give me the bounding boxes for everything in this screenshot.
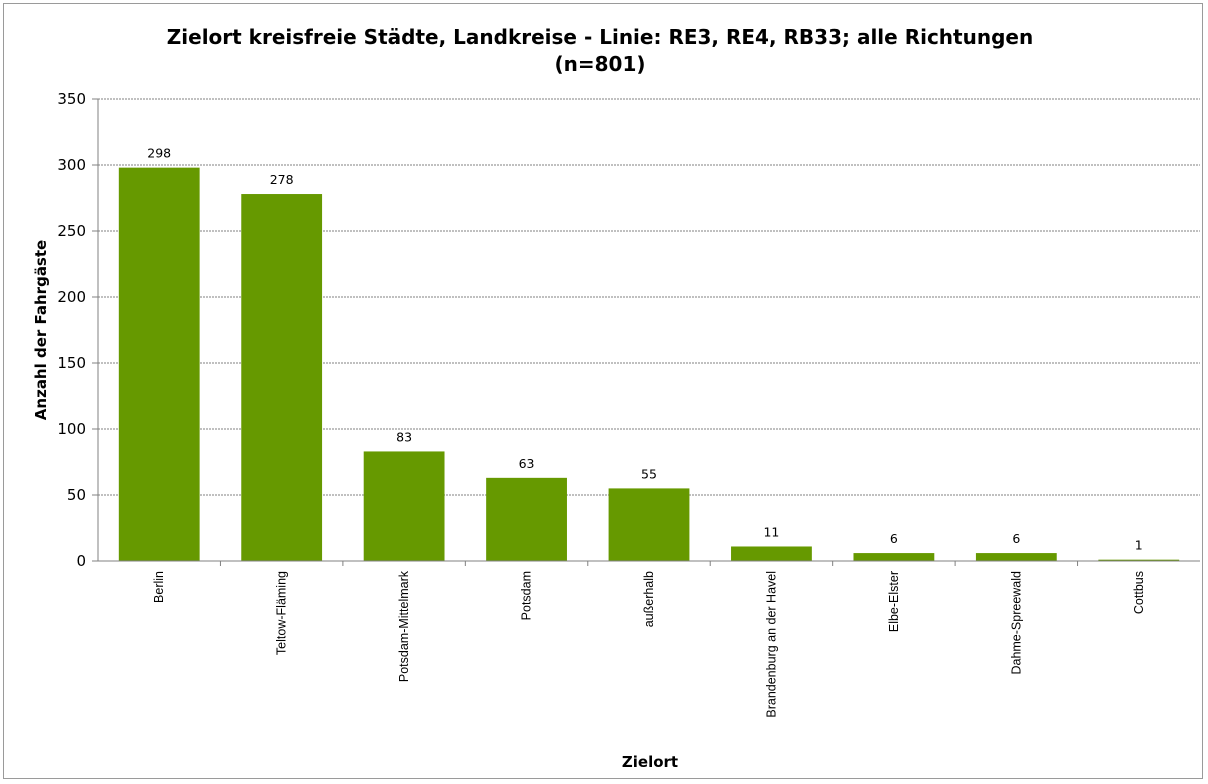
bar	[486, 477, 567, 561]
data-label: 6	[1012, 531, 1020, 546]
bar	[241, 194, 323, 562]
y-axis-ticks: 0 50 100 150 200 250 300 350	[57, 90, 98, 570]
data-label: 298	[147, 146, 171, 161]
bar	[731, 546, 812, 561]
bar	[853, 553, 935, 561]
y-axis-label: Anzahl der Fahrgäste	[32, 240, 50, 420]
y-tick-label: 350	[57, 90, 86, 108]
y-tick-label: 200	[57, 288, 86, 306]
data-label: 55	[641, 466, 657, 481]
data-label: 11	[763, 524, 779, 539]
category-label: Potsdam-Mittelmark	[397, 570, 411, 682]
data-label: 278	[270, 172, 294, 187]
category-label: Brandenburg an der Havel	[764, 571, 778, 718]
bar	[608, 488, 690, 561]
x-axis-label: Zielort	[622, 753, 678, 771]
data-label: 83	[396, 429, 412, 444]
data-label: 63	[519, 456, 535, 471]
y-tick-label: 50	[67, 486, 86, 504]
category-label: Elbe-Elster	[887, 571, 901, 632]
bar	[975, 553, 1057, 561]
category-label: Teltow-Fläming	[275, 571, 289, 655]
y-tick-label: 0	[76, 552, 86, 570]
bar	[1098, 559, 1180, 561]
chart-frame	[3, 3, 1203, 779]
category-label: außerhalb	[642, 571, 656, 627]
bar	[118, 167, 200, 561]
chart-title-line2: (n=801)	[554, 52, 645, 76]
y-tick-label: 150	[57, 354, 86, 372]
category-label: Dahme-Spreewald	[1009, 571, 1023, 675]
bar	[363, 451, 445, 561]
y-tick-label: 250	[57, 222, 86, 240]
category-label: Potsdam	[520, 571, 534, 620]
data-label: 1	[1135, 538, 1143, 553]
chart-title-line1: Zielort kreisfreie Städte, Landkreise - …	[167, 25, 1033, 49]
category-label: Berlin	[152, 571, 166, 603]
data-label: 6	[890, 531, 898, 546]
category-label: Cottbus	[1132, 571, 1146, 614]
y-tick-label: 100	[57, 420, 86, 438]
data-labels: 298 278 83 63 55 11 6 6 1	[147, 146, 1142, 553]
bars	[118, 167, 1180, 562]
y-tick-label: 300	[57, 156, 86, 174]
category-labels: Berlin Teltow-Fläming Potsdam-Mittelmark Po…	[152, 570, 1146, 717]
axes	[97, 99, 1200, 566]
